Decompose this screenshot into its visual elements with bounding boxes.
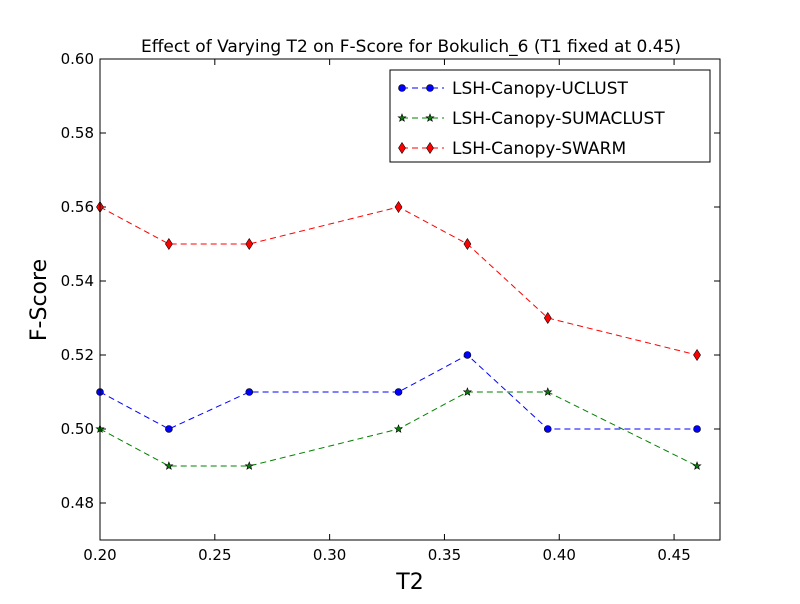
data-point xyxy=(394,388,403,396)
legend: LSH-Canopy-UCLUST LSH-Canopy-SUMACLUST LSH… xyxy=(389,69,711,163)
data-point xyxy=(244,461,254,470)
x-tick-label: 0.25 xyxy=(198,546,231,564)
data-point xyxy=(463,351,472,359)
data-point xyxy=(245,237,254,251)
data-point xyxy=(543,311,552,325)
legend-entry: LSH-Canopy-SWARM xyxy=(398,139,626,159)
data-point xyxy=(165,425,173,433)
y-tick-label: 0.48 xyxy=(61,494,94,512)
legend-marker xyxy=(398,141,406,155)
legend-marker xyxy=(426,84,434,92)
x-axis-ticks: 0.20 0.25 0.30 0.35 0.40 0.45 xyxy=(83,59,691,564)
legend-marker xyxy=(426,141,434,155)
data-point xyxy=(543,425,552,433)
legend-box xyxy=(389,69,711,163)
x-tick-label: 0.20 xyxy=(83,546,116,564)
legend-label: LSH-Canopy-SWARM xyxy=(452,139,626,159)
y-tick-label: 0.58 xyxy=(61,124,94,142)
legend-marker xyxy=(398,84,406,92)
data-point xyxy=(165,237,173,251)
legend-label: LSH-Canopy-SUMACLUST xyxy=(452,109,665,129)
series-diamond xyxy=(96,200,701,362)
y-tick-label: 0.60 xyxy=(61,50,94,68)
x-tick-label: 0.40 xyxy=(543,546,576,564)
x-axis-label: T2 xyxy=(395,570,423,595)
data-point xyxy=(393,424,404,433)
data-point xyxy=(693,348,701,362)
legend-entry: LSH-Canopy-UCLUST xyxy=(398,79,629,99)
legend-marker xyxy=(425,113,435,122)
data-point xyxy=(462,387,473,396)
x-tick-label: 0.35 xyxy=(428,546,461,564)
data-point xyxy=(693,425,701,433)
y-tick-label: 0.52 xyxy=(61,346,94,364)
y-tick-label: 0.56 xyxy=(61,198,94,216)
data-point xyxy=(463,237,472,251)
plot-border xyxy=(99,58,721,541)
legend-marker xyxy=(397,113,407,122)
y-tick-label: 0.54 xyxy=(61,272,94,290)
data-point xyxy=(394,200,403,214)
y-axis-label: F-Score xyxy=(27,259,52,341)
y-axis-ticks: 0.48 0.50 0.52 0.54 0.56 0.58 0.60 xyxy=(61,50,720,512)
chart-title: Effect of Varying T2 on F-Score for Boku… xyxy=(141,37,681,57)
series-layer xyxy=(95,200,702,470)
legend-entry: LSH-Canopy-SUMACLUST xyxy=(397,109,665,129)
data-point xyxy=(543,387,553,396)
x-tick-label: 0.30 xyxy=(313,546,346,564)
y-tick-label: 0.50 xyxy=(61,420,94,438)
data-point xyxy=(692,461,702,470)
data-point xyxy=(164,461,174,470)
x-tick-label: 0.45 xyxy=(657,546,690,564)
series-circle xyxy=(96,351,701,433)
legend-label: LSH-Canopy-UCLUST xyxy=(452,79,629,99)
data-point xyxy=(245,388,254,396)
